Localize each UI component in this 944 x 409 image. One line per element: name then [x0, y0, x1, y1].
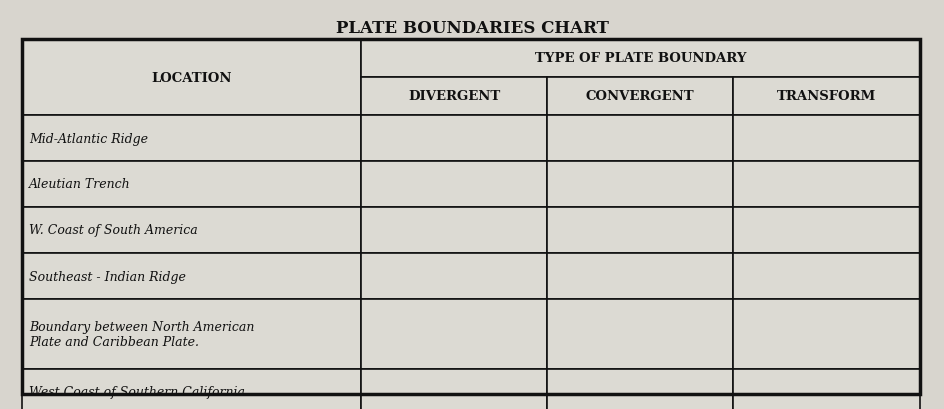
Bar [733, 162, 919, 207]
Bar [547, 299, 733, 369]
Text: Southeast - Indian Ridge: Southeast - Indian Ridge [29, 270, 186, 283]
Text: LOCATION: LOCATION [151, 71, 231, 84]
Text: TRANSFORM: TRANSFORM [776, 90, 875, 103]
Text: CONVERGENT: CONVERGENT [585, 90, 694, 103]
Text: Boundary between North American
Plate and Caribbean Plate.: Boundary between North American Plate an… [29, 320, 254, 348]
Bar [547, 254, 733, 299]
Bar [22, 40, 361, 116]
Text: West Coast of Southern California: West Coast of Southern California [29, 386, 244, 398]
Bar [361, 299, 547, 369]
Bar [22, 299, 361, 369]
Bar [361, 116, 547, 162]
Text: Aleutian Trench: Aleutian Trench [29, 178, 130, 191]
Bar [733, 299, 919, 369]
Text: Mid-Atlantic Ridge: Mid-Atlantic Ridge [29, 132, 148, 145]
Bar [733, 207, 919, 254]
Text: TYPE OF PLATE BOUNDARY: TYPE OF PLATE BOUNDARY [534, 52, 746, 65]
Bar [22, 369, 361, 409]
Bar [361, 369, 547, 409]
Bar [733, 369, 919, 409]
Text: PLATE BOUNDARIES CHART: PLATE BOUNDARIES CHART [335, 20, 608, 37]
Bar [22, 207, 361, 254]
Bar [361, 78, 547, 116]
Text: W. Coast of South America: W. Coast of South America [29, 224, 197, 237]
Bar [547, 162, 733, 207]
Bar [547, 207, 733, 254]
Bar [547, 369, 733, 409]
Bar [361, 162, 547, 207]
Bar [22, 254, 361, 299]
Bar [361, 207, 547, 254]
Bar [547, 78, 733, 116]
Bar [361, 254, 547, 299]
Bar [733, 116, 919, 162]
Bar [733, 78, 919, 116]
Bar [22, 162, 361, 207]
Bar [22, 40, 919, 394]
Bar [733, 254, 919, 299]
Text: DIVERGENT: DIVERGENT [408, 90, 499, 103]
Bar [22, 116, 361, 162]
Bar [361, 40, 919, 78]
Bar [547, 116, 733, 162]
